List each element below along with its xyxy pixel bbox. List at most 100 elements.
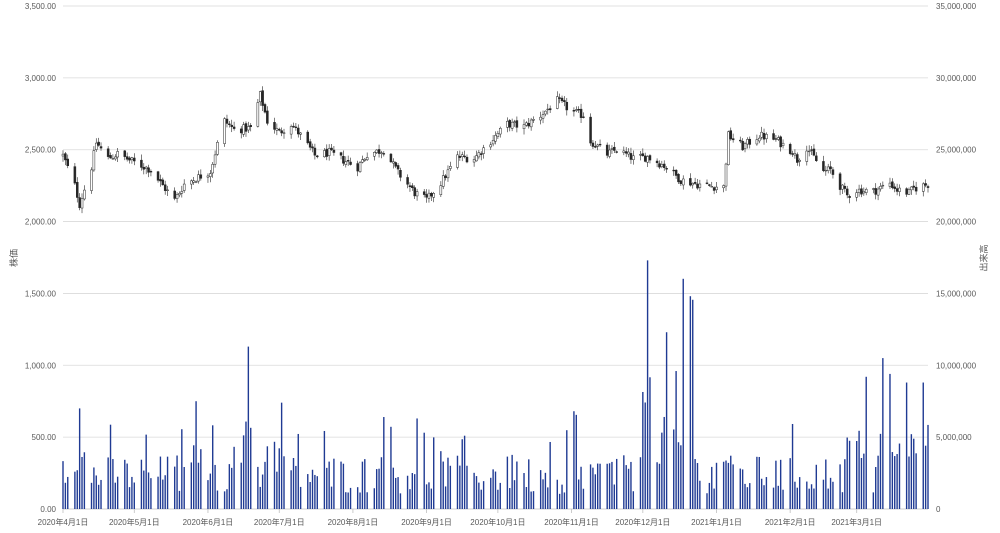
candle-body <box>541 114 545 119</box>
candle-body <box>895 188 899 192</box>
candle-body <box>389 153 393 163</box>
volume-bar <box>577 479 580 509</box>
candle-body <box>432 193 435 198</box>
volume-bar <box>865 376 867 509</box>
candle-body <box>97 141 100 146</box>
volume-bar <box>711 466 713 509</box>
candle-body <box>755 139 759 145</box>
candle-body <box>494 135 497 142</box>
volume-bar <box>212 425 214 509</box>
volume-bar <box>473 472 475 509</box>
volume-bar <box>333 458 335 509</box>
volume-bar <box>416 418 418 509</box>
candle-body <box>361 159 364 163</box>
volume-bar <box>380 457 383 509</box>
candle-body <box>109 155 112 159</box>
volume-bar <box>739 468 741 509</box>
candle-body <box>194 181 198 183</box>
candle-body <box>912 185 915 188</box>
candle-body <box>249 125 252 127</box>
volume-bar <box>76 470 78 509</box>
volume-bar <box>832 481 834 509</box>
volume-bar <box>316 476 318 509</box>
candle-body <box>344 161 348 165</box>
y-right-tick-label: 0 <box>936 505 941 514</box>
candle-body <box>258 91 262 103</box>
candle-body <box>373 152 376 157</box>
volume-bar <box>663 416 665 509</box>
candle-body <box>708 184 711 186</box>
volume-bar <box>494 471 497 509</box>
volume-bar <box>806 481 808 509</box>
volume-bars <box>62 260 929 509</box>
candle-body <box>365 157 369 161</box>
volume-bar <box>844 459 846 509</box>
volume-bar <box>81 456 83 509</box>
volume-bar <box>131 476 133 509</box>
candle-body <box>662 163 666 168</box>
candle-body <box>508 120 512 128</box>
volume-bar <box>680 445 682 509</box>
candle-body <box>598 143 602 146</box>
volume-bar <box>475 476 478 509</box>
candle-body <box>446 169 450 179</box>
candle-body <box>230 124 233 127</box>
candle-body <box>228 123 231 125</box>
volume-bar <box>813 488 815 509</box>
volume-bar <box>223 491 226 509</box>
candle-body <box>90 169 93 191</box>
volume-bar <box>166 456 169 509</box>
volume-bar <box>366 492 368 509</box>
candle-body <box>130 157 134 161</box>
candle-body <box>712 187 716 191</box>
volume-bar <box>440 451 442 509</box>
candle-body <box>560 97 564 102</box>
candle-body <box>140 159 143 168</box>
candle-body <box>66 158 70 166</box>
volume-bar <box>765 477 768 509</box>
candle-body <box>83 189 86 200</box>
volume-bar <box>708 482 711 509</box>
candle-body <box>489 144 492 148</box>
x-tick-label: 2021年2月1日 <box>765 517 816 527</box>
candle-body <box>812 148 816 156</box>
volume-bar <box>822 479 825 509</box>
candle-body <box>223 118 226 144</box>
volume-bar <box>478 482 480 509</box>
volume-bar <box>875 467 877 509</box>
candle-body <box>841 184 844 190</box>
candle-body <box>463 155 466 158</box>
volume-bar <box>889 373 891 509</box>
volume-bar <box>910 434 913 509</box>
volume-bar <box>359 492 361 509</box>
volume-bar <box>741 469 744 509</box>
volume-bar <box>506 456 509 509</box>
candle-body <box>491 140 495 145</box>
candle-body <box>788 144 792 154</box>
candle-body <box>472 159 476 163</box>
candle-body <box>182 183 186 191</box>
candle-body <box>610 148 614 150</box>
volume-bar <box>675 371 677 509</box>
candle-body <box>306 131 310 144</box>
candle-body <box>622 150 626 153</box>
candle-body <box>292 125 295 128</box>
volume-bar <box>242 435 245 509</box>
volume-bar <box>259 486 261 509</box>
volume-bar <box>342 463 345 509</box>
candle-body <box>399 170 402 178</box>
volume-bar <box>549 441 551 509</box>
candle-body <box>605 144 609 156</box>
volume-bar <box>159 456 162 509</box>
y-left-tick-label: 500.00 <box>32 433 57 442</box>
volume-bar <box>632 491 635 509</box>
candle-body <box>206 175 210 178</box>
volume-bar <box>214 464 216 509</box>
volume-bar <box>779 459 782 509</box>
volume-bar <box>299 486 302 509</box>
volume-bar <box>796 487 798 509</box>
volume-bar <box>825 459 827 509</box>
volume-bar <box>746 487 749 509</box>
candle-body <box>394 162 397 167</box>
candle-body <box>831 169 835 175</box>
